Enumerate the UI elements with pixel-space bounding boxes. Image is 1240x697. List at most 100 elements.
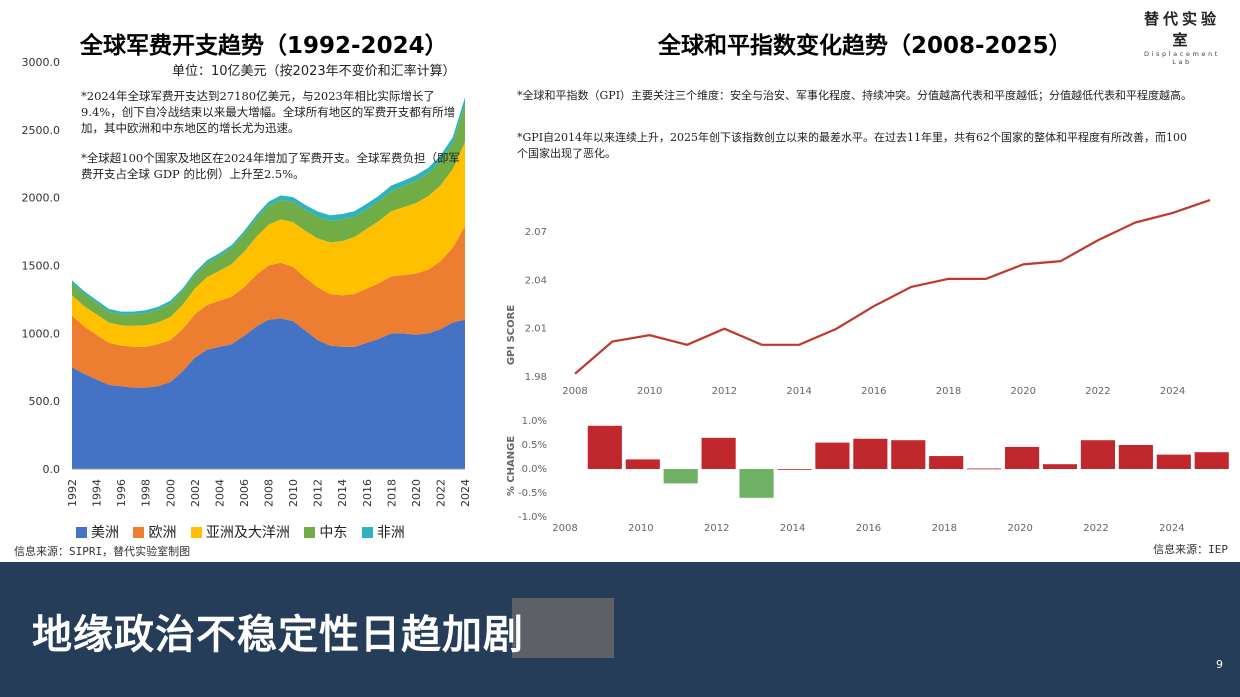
left-note-1: *2024年全球军费开支达到27180亿美元，与2023年相比实际增长了9.4%… <box>81 89 456 135</box>
chg-x-tick-label: 2020 <box>1007 523 1032 534</box>
chg-bar <box>1080 440 1115 469</box>
chg-x-tick-label: 2022 <box>1083 523 1108 534</box>
x-tick-label: 2022 <box>434 479 447 507</box>
bottom-banner: 地缘政治不稳定性日趋加剧 9 <box>0 562 1240 697</box>
chg-bar <box>1042 464 1078 469</box>
x-tick-label: 1998 <box>140 479 153 507</box>
gpi-x-tick-label: 2018 <box>936 386 961 397</box>
gpi-x-tick-label: 2020 <box>1011 386 1036 397</box>
chg-y-tick-label: 0.5% <box>522 440 547 451</box>
gpi-line-layer: 1.98 2.01 2.04 2.07 2008 2010 2012 2014 2016 2018… <box>525 199 1211 397</box>
x-tick-label: 2002 <box>189 479 202 507</box>
y-axis: 0.0 500.0 1000.0 1500.0 2000.0 2500.0 3000.0 <box>22 56 465 476</box>
military-spending-chart: 0.0 500.0 1000.0 1500.0 2000.0 2500.0 3000.0 1… <box>22 56 473 507</box>
area-layer <box>72 97 465 469</box>
chg-x-tick-label: 2016 <box>856 523 881 534</box>
legend-label-americas: 美洲 <box>91 525 119 541</box>
gpi-y-tick-label: 2.04 <box>525 275 547 286</box>
chg-bar <box>587 425 622 469</box>
legend-label-africa: 非洲 <box>376 525 405 541</box>
gpi-bar-layer: 1.0% 0.5% 0.0% -0.5% -1.0% 2008 2010 2012 2014 20… <box>518 416 1229 534</box>
logo: 替代实验室 Displacement Lab <box>1136 8 1228 66</box>
chg-bar <box>777 469 812 470</box>
legend-swatch-africa <box>361 527 373 538</box>
x-tick-label: 1994 <box>91 479 104 507</box>
pct-change-ylabel: % CHANGE <box>506 436 517 497</box>
y-tick-label: 1000.0 <box>22 327 61 340</box>
page-number: 9 <box>1216 658 1223 671</box>
legend-swatch-mideast <box>304 527 316 538</box>
chg-bar <box>625 459 660 469</box>
chg-bar <box>815 442 850 469</box>
gpi-x-tick-label: 2010 <box>637 386 662 397</box>
y-tick-label: 1500.0 <box>22 260 61 273</box>
right-source: 信息来源：IEP <box>1153 543 1228 556</box>
x-tick-label: 2016 <box>361 479 374 507</box>
left-chart-title: 全球军费开支趋势（1992-2024） <box>80 33 448 59</box>
x-axis: 1992 1994 1996 1998 2000 2002 2004 2006 2008 2010… <box>66 479 472 507</box>
right-note-2: *GPI自2014年以来连续上升，2025年创下该指数创立以来的最差水平。在过去… <box>517 131 1188 160</box>
y-tick-label: 2500.0 <box>22 124 61 137</box>
chg-bar <box>929 456 964 469</box>
gpi-line <box>574 199 1211 375</box>
chg-x-tick-label: 2010 <box>628 523 653 534</box>
chg-bar <box>853 438 888 469</box>
chg-bar <box>1005 446 1040 469</box>
chg-bar <box>701 437 736 469</box>
chg-bar <box>1156 454 1191 469</box>
x-tick-label: 2014 <box>336 479 349 507</box>
gpi-charts: 1.98 2.01 2.04 2.07 2008 2010 2012 2014 2016 2018… <box>506 199 1229 534</box>
chg-y-tick-label: -1.0% <box>518 512 547 523</box>
gpi-y-tick-label: 2.07 <box>525 227 547 238</box>
x-tick-label: 2000 <box>164 479 177 507</box>
banner-text: 地缘政治不稳定性日趋加剧 <box>32 612 524 658</box>
x-tick-label: 2024 <box>459 479 472 507</box>
chg-x-tick-label: 2018 <box>932 523 957 534</box>
area-series-4 <box>72 104 465 326</box>
gpi-x-tick-label: 2014 <box>786 386 811 397</box>
area-series-5 <box>72 97 465 315</box>
gpi-x-tick-label: 2016 <box>861 386 886 397</box>
banner-highlight <box>512 598 614 658</box>
x-tick-label: 2010 <box>287 479 300 507</box>
chg-x-tick-label: 2012 <box>704 523 729 534</box>
x-tick-label: 2012 <box>312 479 325 507</box>
x-tick-label: 1992 <box>66 479 79 507</box>
legend-label-asia: 亚洲及大洋洲 <box>205 525 290 541</box>
chg-bar <box>1118 445 1153 469</box>
area-series-2 <box>72 226 465 388</box>
chg-x-tick-label: 2014 <box>780 523 805 534</box>
gpi-x-tick-label: 2008 <box>562 386 587 397</box>
left-chart-unit: 单位：10亿美元（按2023年不变价和汇率计算） <box>172 64 456 79</box>
legend-label-mideast: 中东 <box>319 525 348 541</box>
x-tick-label: 2006 <box>238 479 251 507</box>
right-note-1: *全球和平指数（GPI）主要关注三个维度：安全与治安、军事化程度、持续冲突。分值… <box>517 89 1193 102</box>
legend-label-europe: 欧洲 <box>148 525 177 541</box>
chg-x-tick-label: 2008 <box>552 523 577 534</box>
x-tick-label: 2008 <box>263 479 276 507</box>
chg-bar <box>1194 452 1229 469</box>
legend-swatch-asia <box>190 527 202 538</box>
legend-swatch-americas <box>76 527 87 538</box>
gpi-y-tick-label: 2.01 <box>525 324 547 335</box>
logo-main-text: 替代实验室 <box>1143 10 1220 49</box>
chg-bar <box>663 469 698 484</box>
gpi-x-tick-label: 2012 <box>712 386 737 397</box>
chg-y-tick-label: 1.0% <box>522 416 547 427</box>
area-series-1 <box>72 318 465 469</box>
gpi-y-tick-label: 1.98 <box>525 372 547 383</box>
x-tick-label: 2020 <box>410 479 423 507</box>
chg-bar <box>967 468 1002 470</box>
gpi-x-tick-label: 2024 <box>1160 386 1185 397</box>
gpi-x-tick-label: 2022 <box>1085 386 1110 397</box>
chg-bar <box>739 469 774 498</box>
area-series-3 <box>72 142 465 347</box>
chg-y-tick-label: 0.0% <box>522 464 547 475</box>
gpi-score-ylabel: GPI SCORE <box>506 305 517 365</box>
y-tick-label: 3000.0 <box>22 56 61 69</box>
right-chart-title: 全球和平指数变化趋势（2008-2025） <box>658 33 1072 59</box>
y-tick-label: 500.0 <box>29 395 61 408</box>
x-tick-label: 1996 <box>115 479 128 507</box>
left-source: 信息来源：SIPRI，替代实验室制图 <box>14 545 191 558</box>
chg-bar <box>891 440 926 469</box>
